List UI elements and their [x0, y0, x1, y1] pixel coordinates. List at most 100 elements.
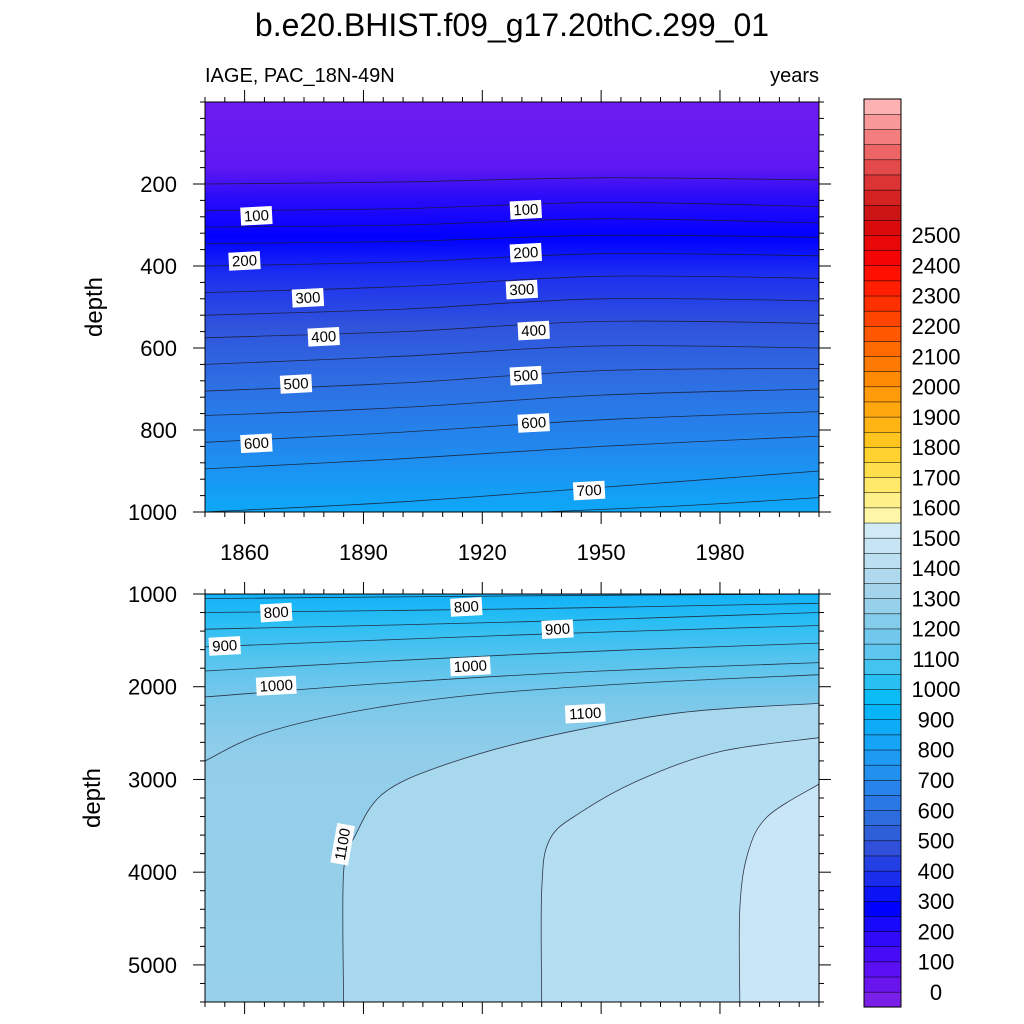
- contour-label: 800: [450, 597, 483, 617]
- colorbar-segment: [863, 734, 902, 751]
- contour-label: 600: [517, 413, 550, 433]
- colorbar-label: 200: [918, 919, 955, 944]
- colorbar-segment: [863, 325, 902, 342]
- contour-line-900: [205, 625, 819, 648]
- colorbar-label: 1000: [912, 677, 961, 702]
- colorbar-label: 1600: [912, 496, 961, 521]
- contour-line-150: [205, 218, 819, 228]
- colorbar-label: 2400: [912, 254, 961, 279]
- y-tick-label: 600: [140, 336, 177, 361]
- contour-label-text: 300: [295, 289, 321, 307]
- upper-right-label: years: [770, 65, 819, 87]
- colorbar-segment: [863, 340, 902, 357]
- contour-line-650: [205, 435, 819, 470]
- contour-label: 600: [240, 433, 273, 454]
- lower-y-axis-label: depth: [79, 768, 106, 828]
- contour-label-bg: [259, 602, 293, 623]
- contour-label: 900: [541, 619, 574, 640]
- contour-label-text: 400: [311, 328, 337, 346]
- contour-label-text: 400: [521, 322, 547, 340]
- colorbar-segment: [863, 931, 902, 948]
- upper-panel: IAGE, PAC_18N-49N years 100 100 200 200 300 3…: [81, 65, 831, 565]
- colorbar-segment: [863, 477, 902, 494]
- contour-label-bg: [509, 242, 542, 263]
- contour-label: 300: [505, 279, 538, 300]
- contour-label-bg: [208, 636, 241, 656]
- contour-label: 800: [259, 602, 293, 623]
- contour-label-text: 100: [244, 207, 270, 225]
- contour-label-text: 800: [453, 598, 479, 616]
- contour-label-bg: [517, 320, 550, 341]
- x-tick-label: 1890: [339, 540, 388, 565]
- colorbar-segment: [863, 825, 902, 842]
- colorbar-label: 800: [918, 738, 955, 763]
- colorbar-segment: [863, 159, 902, 176]
- x-tick-label: 1950: [577, 540, 626, 565]
- colorbar-segment: [863, 946, 902, 963]
- colorbar-label: 1100: [912, 647, 959, 672]
- lower-contour-labels: 800 800 900 900 1000 1000 1100 1100: [208, 597, 606, 866]
- y-tick-label: 400: [140, 254, 177, 279]
- colorbar-segment: [863, 144, 902, 161]
- colorbar-segment: [863, 98, 902, 115]
- contour-line-50: [205, 177, 819, 185]
- contour-label-bg: [279, 374, 313, 394]
- lower-panel: 800 800 900 900 1000 1000 1100 1100 1000 2000 300…: [79, 582, 831, 1014]
- contour-label: 100: [509, 199, 542, 220]
- colorbar-label: 2100: [912, 344, 961, 369]
- contour-label-text: 900: [545, 621, 571, 639]
- colorbar-segment: [863, 567, 902, 584]
- colorbar-segment: [863, 673, 902, 690]
- colorbar-segment: [863, 204, 902, 221]
- colorbar-label: 0: [930, 980, 942, 1005]
- contour-label-bg: [255, 675, 297, 696]
- contour-label: 400: [307, 326, 340, 347]
- colorbar-segment: [863, 794, 902, 811]
- colorbar-segment: [863, 764, 902, 781]
- contour-label-bg: [505, 279, 538, 300]
- colorbar-label: 300: [918, 889, 955, 914]
- upper-plot-fill: [205, 102, 819, 512]
- contour-label-text: 300: [509, 281, 535, 299]
- colorbar-label: 600: [918, 798, 955, 823]
- contour-line-1150: [540, 737, 819, 1002]
- colorbar-label: 1500: [912, 526, 961, 551]
- colorbar-segment: [863, 189, 902, 206]
- contour-label-text: 600: [521, 414, 547, 432]
- contour-line-450: [205, 345, 819, 365]
- contour-label: 700: [572, 480, 606, 501]
- colorbar-segment: [863, 704, 902, 721]
- colorbar-segment: [863, 688, 902, 705]
- contour-line-1050: [205, 674, 819, 762]
- colorbar-label: 1900: [912, 405, 961, 430]
- colorbar-segment: [863, 295, 902, 312]
- colorbar-label: 2300: [912, 284, 961, 309]
- colorbar-segment: [863, 219, 902, 236]
- contour-line-725: [541, 497, 819, 512]
- colorbar-segment: [863, 431, 902, 448]
- upper-axis-ticks: 1860 1890 1920 1950 1980 200 400 600 800 1000: [128, 90, 831, 565]
- y-tick-label: 2000: [128, 675, 177, 700]
- contour-label-text: 800: [263, 604, 289, 622]
- colorbar-frame: [863, 98, 902, 1008]
- contour-line-550: [205, 388, 819, 416]
- colorbar-label: 900: [918, 708, 955, 733]
- contour-label-bg: [509, 365, 542, 386]
- contour-line-300: [205, 275, 819, 293]
- upper-contour-lines: [205, 177, 819, 512]
- figure-title: b.e20.BHIST.f09_g17.20thC.299_01: [255, 7, 769, 43]
- colorbar-segment: [863, 583, 902, 599]
- contour-line-350: [205, 298, 819, 316]
- contour-label-text: 1100: [569, 705, 602, 724]
- colorbar-segment: [863, 749, 902, 766]
- contour-label-text: 500: [283, 375, 309, 393]
- contour-label-bg: [240, 205, 273, 226]
- contour-line-1100: [342, 703, 819, 1002]
- colorbar-label: 400: [918, 859, 955, 884]
- contour-label-bg: [228, 251, 261, 271]
- upper-y-axis-label: depth: [81, 277, 108, 337]
- contour-line-100: [205, 201, 819, 212]
- contour-label: 500: [279, 374, 313, 394]
- colorbar-segment: [863, 628, 902, 645]
